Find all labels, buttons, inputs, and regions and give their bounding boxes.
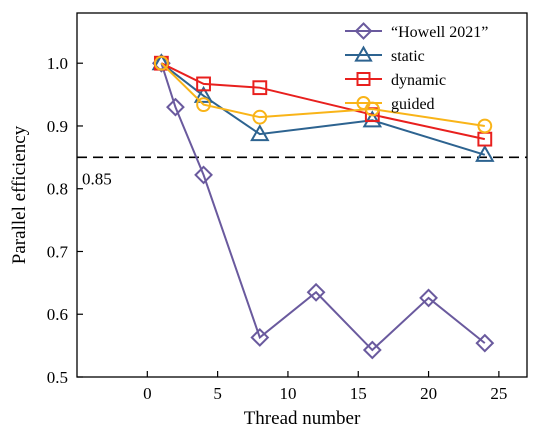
legend-label: guided bbox=[391, 96, 435, 113]
y-tick-label: 0.5 bbox=[47, 368, 68, 387]
y-tick-label: 0.6 bbox=[47, 305, 68, 324]
data-point-diamond bbox=[306, 282, 326, 302]
data-point-square bbox=[252, 80, 268, 96]
data-point-triangle bbox=[250, 124, 270, 142]
series-line bbox=[160, 62, 486, 352]
data-point-diamond bbox=[354, 22, 373, 40]
series-circle bbox=[153, 55, 493, 134]
legend-label: dynamic bbox=[391, 72, 446, 89]
series-line bbox=[160, 62, 485, 127]
data-point-circle bbox=[153, 55, 169, 71]
y-tick-label: 1.0 bbox=[47, 54, 68, 73]
series-line bbox=[160, 62, 486, 156]
data-point-triangle bbox=[193, 85, 214, 103]
x-tick-label: 5 bbox=[213, 384, 222, 403]
legend-entry: guided bbox=[345, 96, 435, 113]
data-point-diamond bbox=[362, 340, 382, 360]
axis-ticks-group: 0 5 10 15 20 25 0.5 0.6 0.7 0.8 0.9 1.0 bbox=[47, 54, 508, 403]
series-group bbox=[151, 53, 495, 360]
data-point-square bbox=[356, 72, 371, 86]
y-tick-label: 0.9 bbox=[47, 117, 68, 136]
x-axis-title: Thread number bbox=[244, 408, 361, 429]
x-tick-label: 15 bbox=[350, 384, 367, 403]
x-tick-label: 10 bbox=[279, 384, 296, 403]
x-tick-label: 0 bbox=[143, 384, 152, 403]
data-point-diamond bbox=[419, 288, 438, 308]
legend-entry: “Howell 2021” bbox=[345, 22, 488, 41]
data-point-circle bbox=[356, 96, 371, 110]
reference-line-label: 0.85 bbox=[82, 169, 112, 188]
series-line bbox=[160, 62, 486, 141]
data-point-circle bbox=[252, 109, 268, 125]
legend: “Howell 2021” static dynamic guided bbox=[345, 22, 488, 113]
data-point-square bbox=[196, 76, 211, 92]
legend-label: static bbox=[391, 48, 425, 65]
y-tick-label: 0.7 bbox=[47, 242, 69, 261]
data-point-triangle bbox=[362, 110, 383, 128]
data-point-diamond bbox=[194, 165, 213, 185]
data-point-diamond bbox=[166, 97, 185, 117]
data-point-triangle bbox=[354, 45, 373, 62]
data-point-diamond bbox=[250, 328, 270, 347]
series-diamond bbox=[151, 53, 495, 360]
data-point-diamond bbox=[475, 333, 495, 353]
legend-entry: dynamic bbox=[345, 72, 446, 89]
data-point-triangle bbox=[475, 144, 495, 162]
y-tick-label: 0.8 bbox=[47, 180, 68, 199]
legend-label: “Howell 2021” bbox=[391, 24, 488, 41]
plot-frame bbox=[76, 12, 528, 378]
data-point-circle bbox=[477, 118, 493, 134]
x-tick-label: 25 bbox=[490, 384, 507, 403]
x-tick-label: 20 bbox=[420, 384, 437, 403]
legend-entry: static bbox=[345, 45, 425, 65]
y-axis-title: Parallel efficiency bbox=[9, 125, 30, 264]
data-point-circle bbox=[196, 97, 211, 113]
